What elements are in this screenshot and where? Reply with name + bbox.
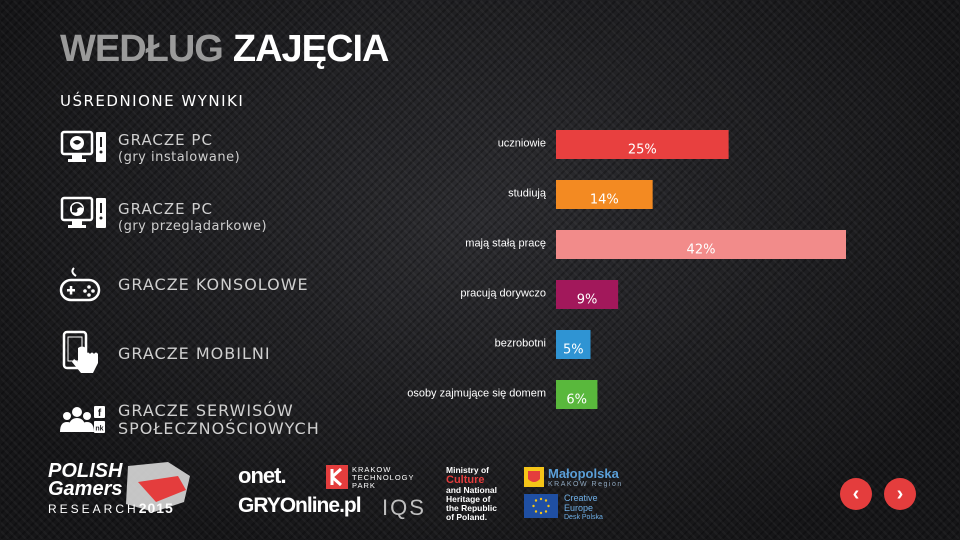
ministry-line5: the Republic xyxy=(446,503,498,513)
ce-line1: Creative xyxy=(564,493,598,503)
category-label: GRACZE PC xyxy=(118,200,213,218)
bar-value-label: 25% xyxy=(628,143,657,158)
ce-line3: Desk Polska xyxy=(564,514,603,521)
bar-value-label: 5% xyxy=(563,343,584,358)
ministry-line6: of Poland. xyxy=(446,512,488,522)
krakow-technology-park-logo: KRAKOW TECHNOLOGY PARK xyxy=(352,466,415,490)
bar-3 xyxy=(556,280,619,309)
iqs-logo: IQS xyxy=(382,495,426,520)
krakow-technology-park-icon xyxy=(326,465,348,489)
onet-logo: onet. xyxy=(238,463,287,488)
category-console: GRACZE KONSOLOWE xyxy=(118,276,309,294)
pc-browser-icon xyxy=(60,196,106,228)
category-social: GRACZE SERWISÓW SPOŁECZNOŚCIOWYCH xyxy=(118,402,320,438)
category-label: GRACZE MOBILNI xyxy=(118,344,271,363)
title-part-1: WEDŁUG xyxy=(60,28,224,70)
ktp-line2: TECHNOLOGY xyxy=(352,473,415,482)
page-subtitle: UŚREDNIONE WYNIKI xyxy=(60,92,245,110)
ministry-line4: Heritage of xyxy=(446,494,491,504)
bar-0 xyxy=(556,130,729,159)
bar-value-label: 9% xyxy=(577,293,598,308)
chevron-left-icon: ‹ xyxy=(852,482,860,505)
category-pc-browser: GRACZE PC (gry przeglądarkowe) xyxy=(118,200,267,236)
next-slide-button[interactable]: › xyxy=(884,478,916,510)
category-label: GRACZE SERWISÓW xyxy=(118,401,294,420)
bar-1 xyxy=(556,180,653,209)
category-label: GRACZE PC xyxy=(118,131,213,149)
pgr-poland-map-icon xyxy=(126,462,190,512)
pc-installed-icon xyxy=(60,130,106,162)
title-part-2: ZAJĘCIA xyxy=(232,28,390,70)
ktp-line1: KRAKOW xyxy=(352,465,392,474)
malopolska-sub: KRAKÓW Region xyxy=(548,481,623,488)
mobile-touch-icon xyxy=(62,330,98,373)
bar-4 xyxy=(556,330,591,359)
category-mobile: GRACZE MOBILNI xyxy=(118,345,271,363)
bar-2 xyxy=(556,230,846,259)
social-users-icon: f nk xyxy=(60,406,105,433)
bar-value-label: 14% xyxy=(590,193,619,208)
svg-text:nk: nk xyxy=(95,426,103,433)
category-sublabel: (gry instalowane) xyxy=(118,150,241,165)
gamepad-icon xyxy=(59,267,101,302)
pgr-year: 2015 xyxy=(138,500,174,516)
chevron-right-icon: › xyxy=(896,482,904,505)
bar-value-label: 6% xyxy=(566,393,587,408)
malopolska-crest-icon xyxy=(524,467,544,487)
ministry-line2: Culture xyxy=(446,474,485,486)
pgr-line3: RESEARCH xyxy=(48,502,139,516)
bar-category-label: bezrobotni xyxy=(495,338,546,350)
ce-line2: Europe xyxy=(564,502,594,513)
bar-category-label: osoby zajmujące się domem xyxy=(407,388,546,400)
ministry-of-culture-logo: Ministry of Culture and National Heritag… xyxy=(446,466,497,522)
pgr-line1: POLISH xyxy=(48,460,123,482)
creative-europe-logo: Creative Europe Desk Polska xyxy=(564,493,603,523)
category-sublabel: (gry przeglądarkowe) xyxy=(118,219,268,234)
ministry-line3: and National xyxy=(446,485,498,495)
eu-flag-icon xyxy=(524,494,558,518)
page-title: WEDŁUG ZAJĘCIA xyxy=(60,28,390,71)
malopolska-title: Małopolska xyxy=(548,466,619,481)
bar-category-label: uczniowie xyxy=(498,138,546,150)
bar-5 xyxy=(556,380,598,409)
bar-category-label: mają stałą pracę xyxy=(465,238,546,250)
ktp-line3: PARK xyxy=(352,481,376,490)
bar-category-label: studiują xyxy=(508,188,547,200)
category-pc-installed: GRACZE PC (gry instalowane) xyxy=(118,131,240,167)
category-label: GRACZE KONSOLOWE xyxy=(118,275,309,294)
ministry-line1: Ministry of xyxy=(446,465,489,475)
bar-value-label: 42% xyxy=(687,243,716,258)
svg-text:f: f xyxy=(98,408,102,419)
gryonline-logo: GRYOnline.pl xyxy=(238,494,362,517)
malopolska-logo: Małopolska KRAKÓW Region xyxy=(548,466,623,488)
pgr-line2: Gamers xyxy=(48,478,123,500)
prev-slide-button[interactable]: ‹ xyxy=(840,478,872,510)
category-sublabel: SPOŁECZNOŚCIOWYCH xyxy=(118,419,320,438)
polish-gamers-research-logo: POLISH Gamers RESEARCH2015 xyxy=(48,460,190,516)
bar-category-label: pracują dorywczo xyxy=(460,288,546,300)
